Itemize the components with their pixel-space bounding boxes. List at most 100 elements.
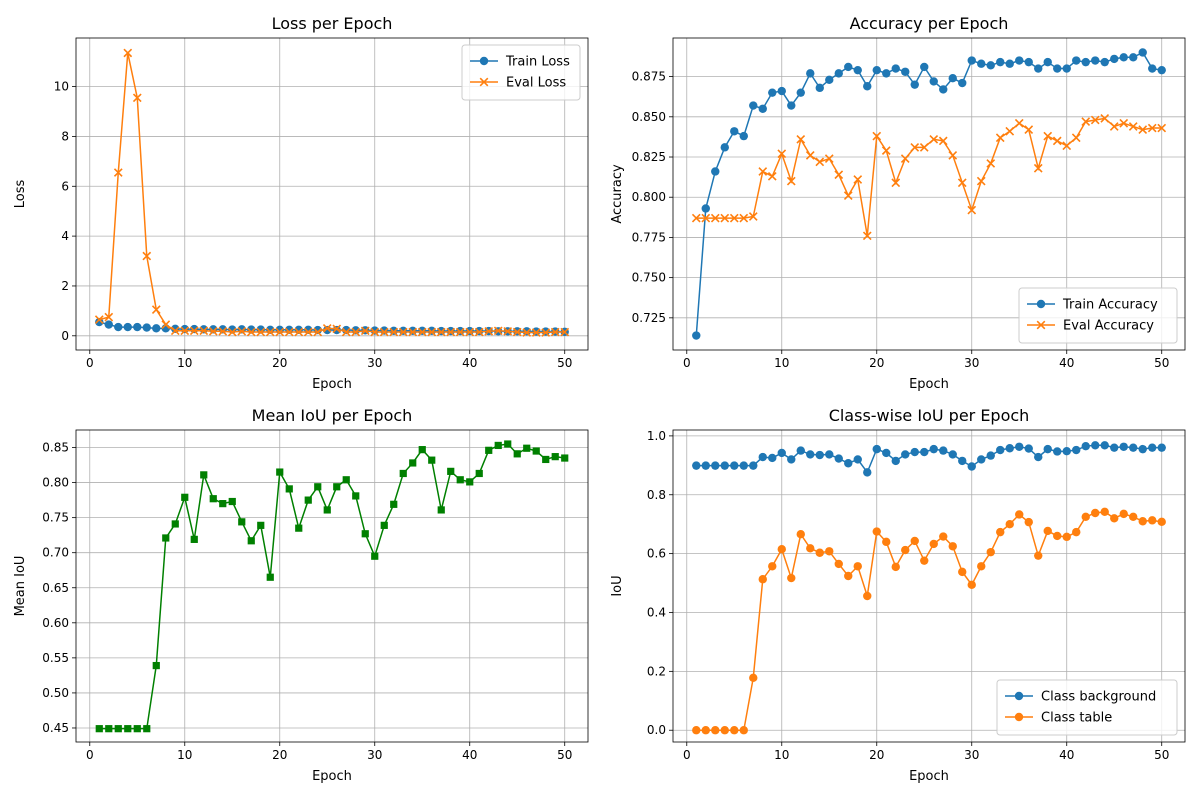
legend-marker: [1014, 712, 1024, 722]
data-point: [758, 575, 767, 584]
y-tick-label: 0.4: [647, 605, 666, 619]
data-point: [370, 327, 380, 337]
y-tick-label: 0.45: [42, 721, 69, 735]
data-point: [730, 726, 739, 735]
y-tick-label: 4: [61, 229, 69, 243]
x-axis-label: Epoch: [909, 377, 949, 392]
data-point: [295, 524, 303, 532]
data-point: [1043, 526, 1052, 536]
x-tick-label: 20: [869, 356, 884, 370]
plot-frame: [75, 429, 589, 743]
data-point: [390, 500, 398, 508]
data-point: [967, 56, 976, 65]
series-mean-iou: [95, 440, 569, 733]
data-point: [739, 213, 749, 223]
data-point: [379, 327, 389, 337]
x-tick-label: 0: [683, 748, 691, 762]
data-point: [284, 327, 294, 337]
y-tick-label: 0.70: [42, 546, 69, 560]
data-point: [768, 562, 777, 571]
data-point: [692, 331, 701, 340]
data-point: [720, 726, 729, 735]
data-point: [323, 506, 331, 514]
data-point: [142, 323, 151, 332]
data-point: [720, 213, 730, 223]
data-point: [1053, 447, 1062, 456]
data-point: [314, 483, 322, 491]
data-point: [986, 547, 995, 557]
data-point: [1148, 443, 1157, 452]
data-point: [522, 327, 531, 336]
data-point: [853, 455, 862, 464]
data-point: [399, 326, 408, 336]
data-point: [834, 170, 844, 180]
x-tick-label: 30: [367, 356, 382, 370]
y-axis-label: IoU: [610, 575, 625, 596]
y-tick-label: 0.750: [632, 271, 666, 285]
plot-frame: [672, 37, 1186, 351]
data-point: [1081, 512, 1090, 522]
chart-title: Accuracy per Epoch: [850, 14, 1009, 33]
data-point: [1091, 508, 1100, 518]
x-tick-label: 50: [1154, 748, 1169, 762]
data-point: [1129, 443, 1138, 452]
data-point: [1100, 507, 1109, 517]
data-point: [929, 77, 938, 86]
data-point: [768, 453, 777, 463]
data-point: [977, 455, 986, 464]
data-point: [218, 326, 228, 336]
data-point: [872, 65, 881, 75]
data-point: [853, 65, 862, 75]
data-point: [1138, 48, 1147, 57]
data-point: [729, 213, 739, 223]
data-point: [891, 456, 900, 466]
data-point: [1138, 517, 1147, 526]
data-point: [1024, 444, 1033, 453]
data-point: [1129, 512, 1138, 522]
series-eval-loss: [94, 48, 570, 337]
data-point: [341, 327, 351, 337]
data-point: [967, 462, 976, 471]
data-point: [143, 725, 151, 733]
data-point: [1043, 131, 1053, 141]
data-point: [170, 326, 180, 336]
data-point: [1148, 516, 1157, 525]
data-point: [512, 327, 522, 337]
data-point: [882, 448, 891, 458]
data-point: [1053, 531, 1062, 541]
data-point: [958, 567, 967, 577]
legend-label: Eval Accuracy: [1063, 319, 1154, 334]
data-point: [199, 325, 208, 334]
data-point: [1015, 442, 1024, 451]
data-point: [910, 447, 919, 457]
data-point: [124, 725, 132, 733]
data-point: [796, 134, 806, 144]
data-point: [380, 326, 389, 335]
legend-label: Eval Loss: [506, 76, 566, 91]
data-point: [882, 69, 891, 78]
data-point: [739, 726, 748, 735]
data-point: [455, 327, 465, 337]
data-point: [447, 467, 455, 475]
data-point: [787, 573, 796, 583]
data-point: [446, 327, 456, 337]
data-point: [494, 441, 502, 450]
x-tick-label: 10: [177, 748, 192, 762]
y-tick-label: 0.775: [632, 230, 666, 244]
data-point: [1147, 123, 1157, 133]
data-point: [806, 450, 815, 459]
data-point: [190, 535, 198, 543]
data-point: [701, 204, 710, 213]
data-point: [910, 80, 919, 89]
data-point: [275, 327, 285, 337]
data-point: [758, 104, 767, 113]
data-point: [304, 496, 312, 504]
data-point: [777, 545, 786, 554]
data-point: [1024, 57, 1033, 67]
data-point: [1109, 122, 1119, 131]
y-axis-label: Loss: [13, 180, 28, 209]
data-point: [351, 326, 360, 335]
data-point: [313, 327, 323, 337]
data-point: [95, 725, 103, 733]
data-point: [1110, 514, 1119, 523]
